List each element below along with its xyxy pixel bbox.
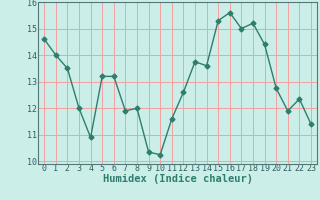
X-axis label: Humidex (Indice chaleur): Humidex (Indice chaleur) <box>103 174 252 184</box>
